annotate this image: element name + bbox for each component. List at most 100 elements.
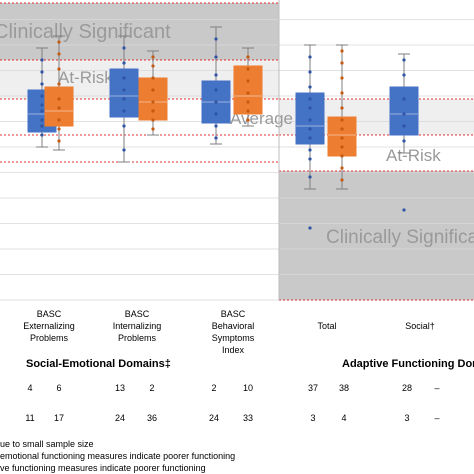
table-cell: 37: [307, 383, 318, 393]
data-point: [122, 61, 126, 65]
table-cell: 2: [149, 383, 155, 393]
data-point: [308, 118, 312, 122]
data-point: [340, 106, 344, 110]
data-point: [122, 46, 126, 50]
data-point: [40, 70, 44, 74]
data-point: [402, 208, 406, 212]
footnote: ve functioning measures indicate poorer …: [0, 463, 206, 473]
data-point: [122, 88, 126, 92]
data-point: [40, 124, 44, 128]
data-point: [308, 157, 312, 161]
data-point: [340, 76, 344, 80]
table-cell: 6: [56, 383, 62, 393]
data-point: [57, 40, 61, 44]
data-point: [57, 139, 61, 143]
data-point: [40, 133, 44, 137]
table-cell: –: [434, 383, 440, 393]
category-label-externalizing: BASC Externalizing Problems: [23, 309, 75, 343]
box-0-3: [295, 44, 325, 230]
data-point: [214, 112, 218, 116]
data-point: [246, 109, 250, 113]
data-point: [340, 154, 344, 158]
box: [138, 77, 168, 121]
box: [233, 65, 263, 115]
data-point: [57, 106, 61, 110]
data-point: [214, 37, 218, 41]
data-point: [402, 139, 406, 143]
data-point: [151, 118, 155, 122]
table-cell: 4: [27, 383, 33, 393]
data-point: [40, 103, 44, 107]
data-point: [402, 58, 406, 62]
table-row: 11 17 24 36 24 33 3 4 3 –: [0, 407, 474, 429]
band-label-clinical-right: Clinically Significant: [326, 227, 474, 248]
data-point: [214, 55, 218, 59]
data-point: [122, 97, 126, 101]
table-cell: 13: [114, 383, 125, 393]
data-point: [151, 100, 155, 104]
data-point: [57, 127, 61, 131]
data-point: [246, 79, 250, 83]
data-point: [402, 73, 406, 77]
box-1-2: [233, 47, 263, 127]
data-point: [214, 100, 218, 104]
data-point: [308, 136, 312, 140]
data-point: [308, 148, 312, 152]
data-point: [340, 136, 344, 140]
data-point: [340, 61, 344, 65]
data-point: [402, 112, 406, 116]
table-cell: 3: [404, 413, 410, 423]
box-1-1: [138, 50, 168, 136]
data-point: [40, 109, 44, 113]
data-point: [340, 118, 344, 122]
data-point: [214, 136, 218, 140]
data-point: [308, 97, 312, 101]
table-row: 4 6 13 2 2 10 37 38 28 –: [0, 377, 474, 399]
box-1-0: [44, 35, 74, 151]
band-clinical-right: [279, 171, 474, 300]
category-label-total: Total: [317, 321, 337, 331]
data-point: [214, 73, 218, 77]
table-cell: –: [434, 413, 440, 423]
band-label-clinical-left: Clinically Significant: [0, 21, 171, 43]
data-point: [214, 88, 218, 92]
data-point: [57, 118, 61, 122]
data-point: [214, 124, 218, 128]
data-point: [122, 124, 126, 128]
data-point: [340, 127, 344, 131]
box-0-4: [389, 53, 419, 212]
data-point: [122, 148, 126, 152]
data-point: [57, 67, 61, 71]
data-point: [122, 109, 126, 113]
table-cell: 11: [25, 413, 35, 423]
adaptive-functioning-title: Adaptive Functioning Dom: [342, 358, 474, 370]
data-point: [57, 82, 61, 86]
data-point: [308, 70, 312, 74]
data-point: [246, 91, 250, 95]
box-0-1: [109, 35, 139, 163]
data-point: [308, 85, 312, 89]
table-cell: 33: [242, 413, 253, 423]
box: [389, 86, 419, 136]
data-point: [40, 82, 44, 86]
data-point: [40, 94, 44, 98]
table-cell: 38: [338, 383, 349, 393]
data-point: [340, 49, 344, 53]
data-point: [151, 55, 155, 59]
data-point: [40, 58, 44, 62]
table-cell: 36: [146, 413, 157, 423]
data-point: [246, 55, 250, 59]
table-cell: 24: [114, 413, 125, 423]
category-label-bsi: BASC Behavioral Symptoms Index: [211, 309, 255, 355]
data-point: [122, 76, 126, 80]
data-point: [308, 127, 312, 131]
data-point: [151, 127, 155, 131]
box-0-2: [201, 26, 231, 145]
data-point: [402, 124, 406, 128]
social-emotional-domains-title: Social-Emotional Domains‡: [26, 358, 171, 370]
data-point: [308, 226, 312, 230]
data-point: [340, 166, 344, 170]
category-label-internalizing: BASC Internalizing Problems: [112, 309, 162, 343]
table-cell: 2: [211, 383, 217, 393]
